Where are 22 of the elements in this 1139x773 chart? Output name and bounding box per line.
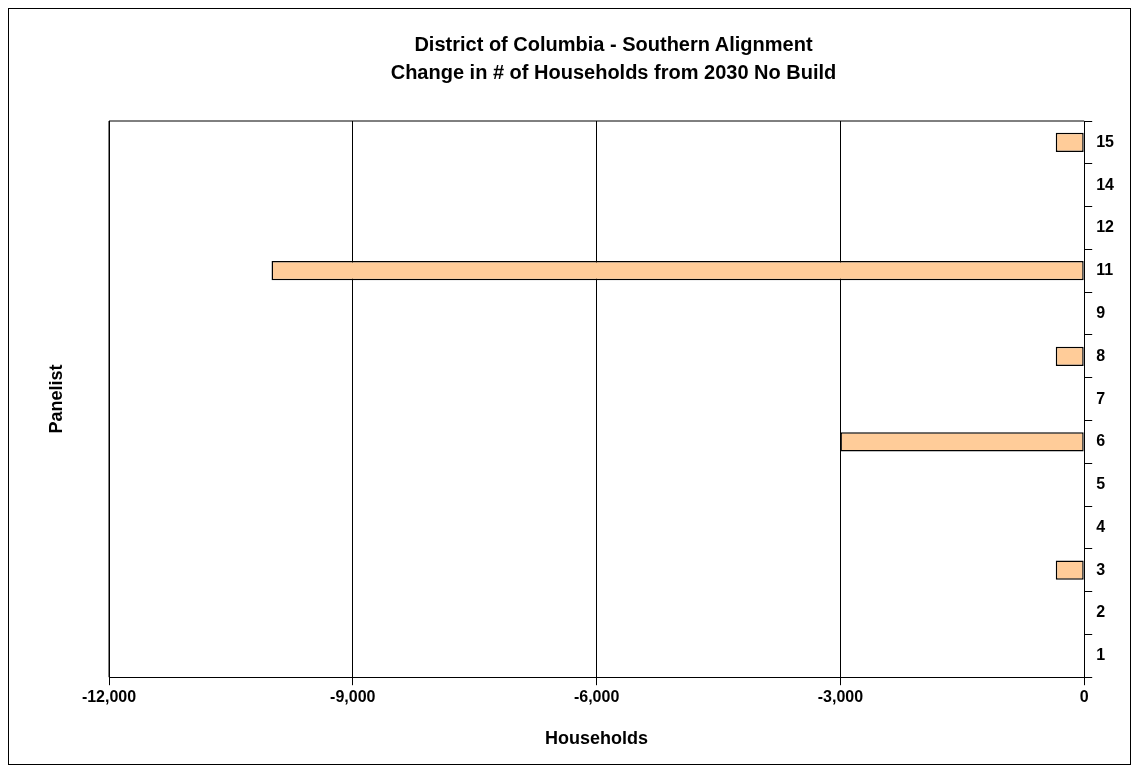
chart-title: District of Columbia - Southern Alignment — [414, 32, 813, 55]
x-tick-label: -6,000 — [573, 688, 620, 706]
y-tick-label: 14 — [1096, 175, 1115, 193]
y-tick-label: 7 — [1096, 389, 1106, 407]
chart-subtitle: Change in # of Households from 2030 No Build — [390, 60, 837, 83]
y-tick-label: 8 — [1096, 346, 1106, 364]
y-tick-label: 2 — [1096, 603, 1106, 621]
x-tick-label: -9,000 — [330, 688, 376, 706]
x-tick-label: 0 — [1079, 688, 1089, 706]
y-tick-label: 4 — [1096, 517, 1106, 535]
y-tick-label: 3 — [1096, 560, 1106, 578]
y-tick-label: 12 — [1096, 218, 1115, 236]
y-tick-label: 15 — [1096, 132, 1115, 150]
x-tick-label: -12,000 — [81, 688, 137, 706]
y-tick-label: 5 — [1096, 475, 1106, 493]
y-tick-label: 11 — [1096, 261, 1114, 279]
y-tick-label: 1 — [1096, 646, 1106, 664]
x-tick-label: -3,000 — [817, 688, 864, 706]
x-axis-title: Households — [545, 728, 649, 749]
y-axis-title: Panelist — [45, 364, 66, 434]
y-tick-label: 6 — [1096, 432, 1106, 450]
y-tick-label: 9 — [1096, 303, 1106, 321]
